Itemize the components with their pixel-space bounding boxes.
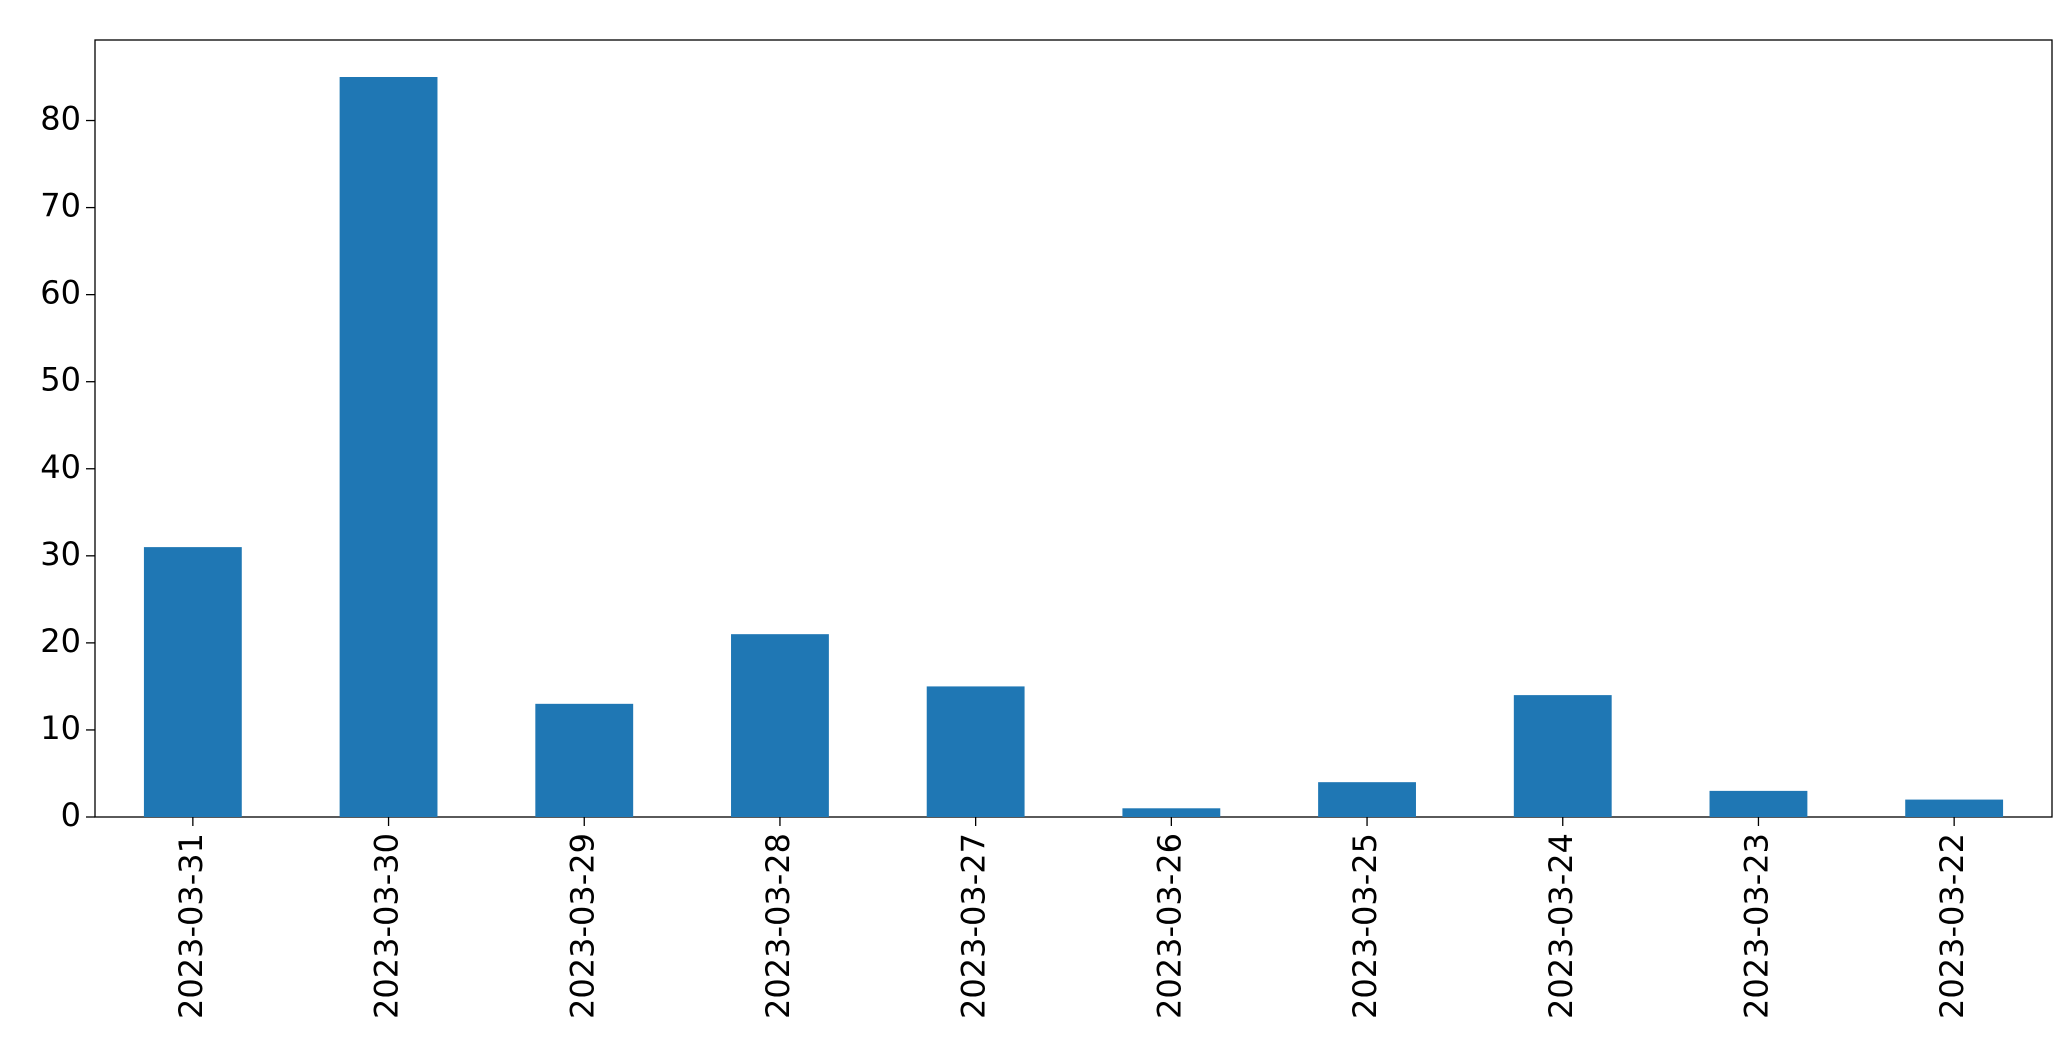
y-tick-label: 0 — [61, 796, 81, 834]
x-tick-label: 2023-03-22 — [1933, 833, 1971, 1019]
y-tick-label: 60 — [40, 274, 81, 312]
y-tick-label: 70 — [40, 187, 81, 225]
plot-frame — [94, 39, 2053, 818]
x-tick-label: 2023-03-27 — [955, 833, 993, 1019]
x-tick-label: 2023-03-29 — [563, 833, 601, 1019]
y-tick-label: 80 — [40, 100, 81, 138]
bar — [339, 77, 438, 817]
y-tick-label: 50 — [40, 361, 81, 399]
bar — [926, 686, 1025, 817]
bar — [1122, 808, 1221, 817]
x-tick-label: 2023-03-31 — [172, 833, 210, 1019]
x-tick-label: 2023-03-26 — [1150, 833, 1188, 1019]
y-tick-label: 20 — [40, 622, 81, 660]
bar — [143, 547, 242, 817]
bar — [1318, 782, 1416, 817]
bar — [1905, 799, 2004, 817]
bar — [535, 703, 634, 817]
y-tick-label: 30 — [40, 535, 81, 573]
bar — [1709, 790, 1808, 817]
x-tick-label: 2023-03-24 — [1542, 833, 1580, 1019]
x-tick-label: 2023-03-25 — [1346, 833, 1384, 1019]
x-tick-label: 2023-03-30 — [368, 833, 406, 1019]
y-tick-label: 10 — [40, 709, 81, 747]
bar — [731, 634, 829, 817]
bar — [1513, 695, 1612, 817]
x-tick-label: 2023-03-23 — [1737, 833, 1775, 1019]
y-tick-label: 40 — [40, 448, 81, 486]
x-tick-label: 2023-03-28 — [759, 833, 797, 1019]
